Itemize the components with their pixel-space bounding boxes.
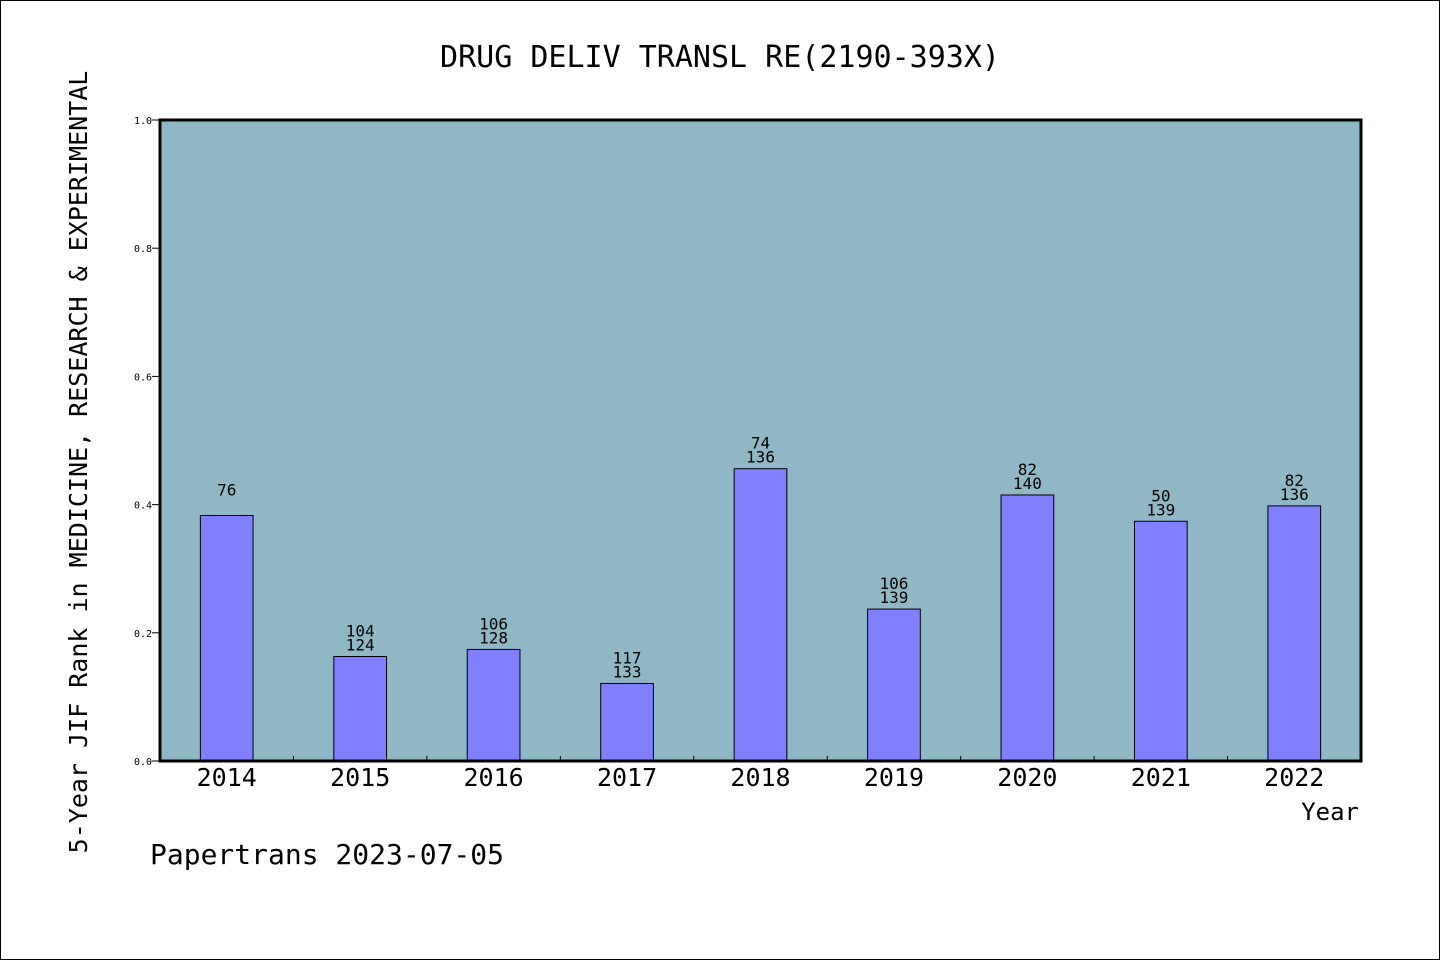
data-label-2021: 50 (1151, 486, 1170, 505)
data-label-2015: 124 (346, 636, 375, 655)
data-label-2016: 106 (479, 614, 508, 633)
y-axis-ticks: 0.0 0.2 0.4 0.6 0.8 1.0 (134, 116, 160, 768)
bar-2016 (466, 648, 521, 762)
data-label-2016: 128 (479, 628, 508, 647)
x-tick-label: 2021 (1131, 763, 1191, 792)
bar-2020 (1000, 494, 1055, 762)
bar-2014 (199, 514, 254, 762)
bar-2017 (600, 682, 654, 762)
data-label-2018: 136 (746, 448, 775, 467)
data-label-2022: 82 (1285, 471, 1304, 490)
data-label-2019: 139 (879, 588, 908, 607)
bar-2018 (733, 468, 788, 762)
y-tick-label: 0.6 (134, 372, 152, 383)
y-tick-label: 0.0 (134, 757, 152, 768)
y-tick-label: 1.0 (134, 116, 152, 127)
y-tick-label: 0.2 (134, 629, 152, 640)
plot-border (158, 118, 1363, 763)
bar-2019 (867, 608, 921, 762)
x-tick-label: 2015 (330, 763, 390, 792)
data-label-2015: 104 (346, 622, 375, 641)
data-label-2017: 133 (613, 662, 642, 681)
data-label-2018: 74 (751, 434, 770, 453)
x-tick-label: 2017 (597, 763, 657, 792)
x-tick-label: 2019 (864, 763, 924, 792)
data-label-2017: 117 (613, 648, 642, 667)
chart-title: DRUG DELIV TRANSL RE(2190-393X) (440, 40, 1000, 75)
data-label-2019: 106 (879, 574, 908, 593)
y-tick-label: 0.4 (134, 501, 152, 512)
bar-2021 (1133, 520, 1188, 762)
data-labels-group: 7610412410612811713374136106139821405013… (217, 434, 1309, 682)
data-label-2020: 140 (1013, 474, 1042, 493)
data-label-2020: 82 (1018, 460, 1037, 479)
x-tick-label: 2014 (197, 763, 257, 792)
x-tick-label: 2018 (730, 763, 790, 792)
x-tick-label: 2020 (997, 763, 1057, 792)
x-axis-ticks: 2014 2015 2016 2017 2018 2019 2020 2021 2022 (197, 756, 1324, 792)
data-label-2021: 139 (1146, 500, 1175, 519)
watermark: Papertrans 2023-07-05 (150, 838, 504, 871)
data-label-2014: 76 (217, 480, 236, 499)
x-tick-label: 2016 (464, 763, 524, 792)
y-tick-label: 0.8 (134, 244, 152, 255)
x-tick-label: 2022 (1264, 763, 1324, 792)
bar-2022 (1267, 505, 1322, 762)
data-label-2022: 136 (1280, 485, 1309, 504)
x-axis-title: Year (1301, 798, 1359, 826)
bar-2015 (333, 656, 388, 762)
bars-group (199, 468, 1322, 762)
y-axis-title: 5-Year JIF Rank in MEDICINE, RESEARCH & … (64, 71, 93, 854)
